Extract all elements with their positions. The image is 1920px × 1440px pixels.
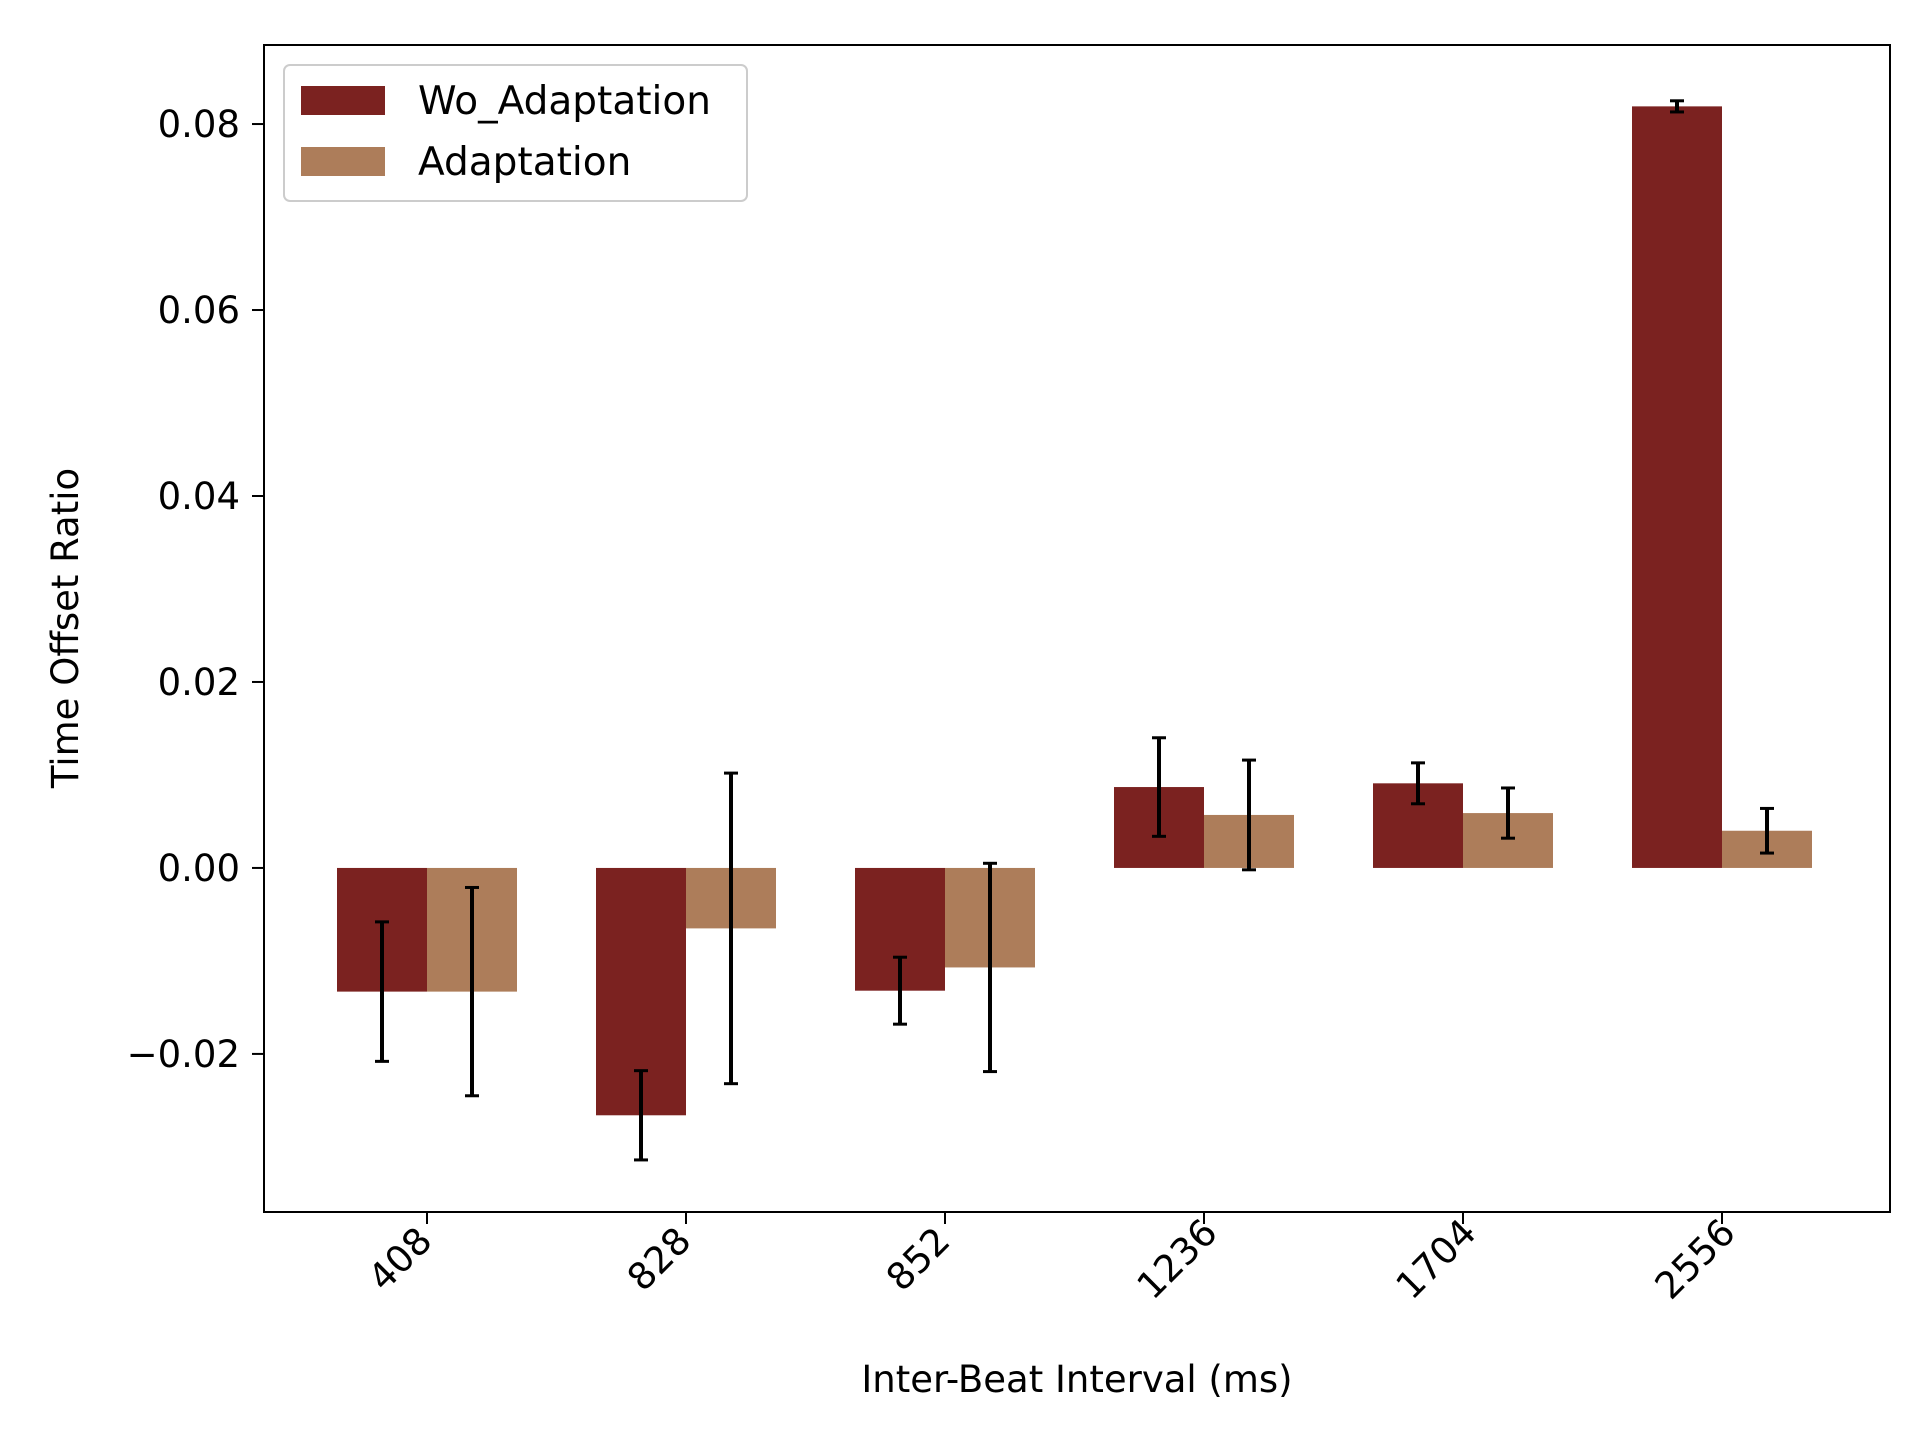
y-axis: −0.02 0.00 0.02 0.04 0.06 0.08 — [127, 103, 264, 1076]
errorbar-adaptation-2556 — [1760, 806, 1774, 855]
errorbar-adaptation-1704 — [1501, 786, 1515, 840]
errorbar-wo-adaptation-828 — [634, 1069, 648, 1162]
y-axis-label: Time Offset Ratio — [44, 468, 87, 789]
errorbar-wo-adaptation-1236 — [1152, 736, 1166, 838]
errorbar-adaptation-828 — [724, 771, 738, 1086]
y-tick-label-0-06: 0.06 — [158, 289, 240, 332]
legend-frame — [283, 64, 748, 202]
errorbar-wo-adaptation-1704 — [1411, 761, 1425, 806]
legend-swatch-adaptation — [301, 147, 385, 176]
legend-label-adaptation: Adaptation — [418, 140, 631, 185]
bar-wo-adaptation-2556 — [1632, 106, 1722, 868]
errorbar-wo-adaptation-2556 — [1670, 99, 1684, 114]
errorbar-wo-adaptation-852 — [893, 955, 907, 1026]
y-tick-label-0-08: 0.08 — [158, 103, 240, 146]
y-tick-label--0-02: −0.02 — [127, 1033, 240, 1076]
errorbars-layer — [375, 99, 1774, 1162]
x-axis-label: Inter-Beat Interval (ms) — [861, 1358, 1292, 1401]
legend-swatch-wo-adaptation — [301, 86, 385, 115]
y-tick-label-0-04: 0.04 — [158, 475, 240, 518]
errorbar-adaptation-852 — [983, 861, 997, 1074]
y-tick-label-0-02: 0.02 — [158, 661, 240, 704]
legend-label-wo-adaptation: Wo_Adaptation — [418, 79, 711, 124]
legend: Wo_Adaptation Adaptation — [283, 64, 748, 202]
errorbar-adaptation-408 — [465, 885, 479, 1098]
errorbar-wo-adaptation-408 — [375, 920, 389, 1063]
errorbar-adaptation-1236 — [1242, 758, 1256, 872]
plot-area — [264, 45, 1890, 1212]
y-tick-label-0-00: 0.00 — [158, 847, 240, 890]
plot-frame — [263, 44, 1891, 1213]
